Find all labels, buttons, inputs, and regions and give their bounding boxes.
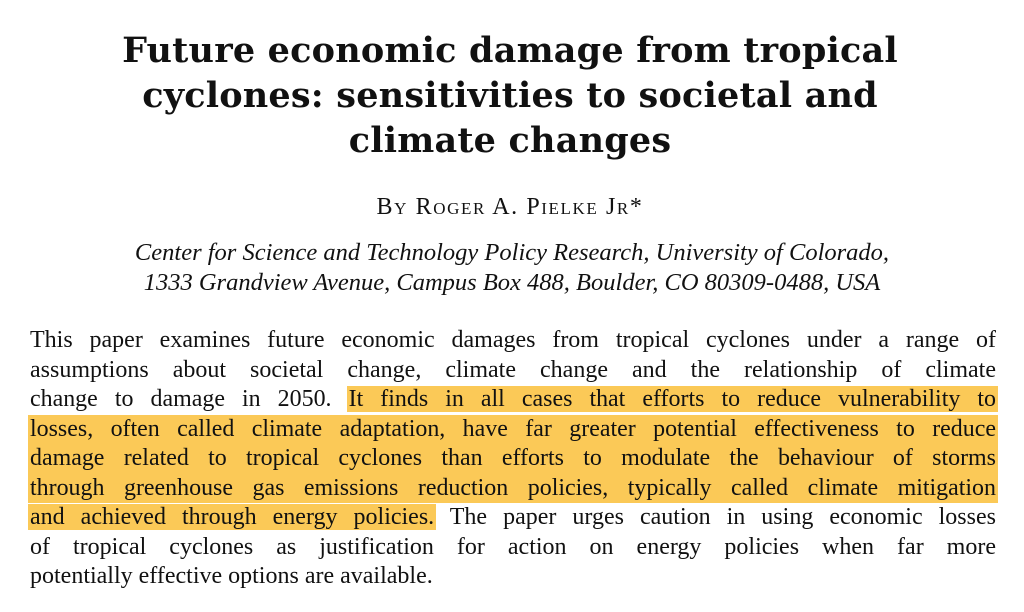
title-line: climate changes (348, 120, 672, 161)
abstract-line: change to damage in 2050. It finds in al… (30, 385, 999, 415)
highlighted-sentence: It finds in all cases that efforts to re… (346, 386, 999, 412)
title-line: Future economic damage from tropical (122, 30, 898, 71)
affiliation-line: Center for Science and Technology Policy… (134, 239, 890, 266)
abstract-line: and achieved through energy policies. Th… (28, 503, 996, 533)
title-line: cyclones: sensitivities to societal and (142, 75, 878, 116)
abstract-text: change to damage in 2050. (30, 386, 349, 412)
author-byline: By Roger A. Pielke Jr* (376, 194, 644, 220)
abstract-line: potentially effective options are availa… (30, 563, 433, 589)
highlighted-sentence: and achieved through energy policies. (28, 504, 437, 530)
highlighted-sentence: damage related to tropical cyclones than… (28, 444, 998, 474)
abstract-line: This paper examines future economic dama… (30, 327, 996, 353)
affiliation-line: 1333 Grandview Avenue, Campus Box 488, B… (143, 269, 881, 296)
highlighted-sentence: through greenhouse gas emissions reducti… (28, 473, 998, 503)
author-affiliation: Center for Science and Technology Policy… (40, 238, 984, 298)
abstract-line: of tropical cyclones as justification fo… (30, 533, 996, 560)
abstract: This paper examines future economic dama… (28, 326, 999, 592)
abstract-line: losses, often called climate adaptation,… (28, 414, 998, 444)
abstract-line: through greenhouse gas emissions reducti… (28, 473, 998, 503)
abstract-line: damage related to tropical cyclones than… (28, 444, 998, 474)
abstract-text: The paper urges caution in using economi… (434, 504, 996, 530)
paper-title: Future economic damage from tropical cyc… (60, 28, 960, 163)
highlighted-sentence: losses, often called climate adaptation,… (28, 414, 998, 444)
abstract-line: assumptions about societal change, clima… (30, 356, 996, 383)
